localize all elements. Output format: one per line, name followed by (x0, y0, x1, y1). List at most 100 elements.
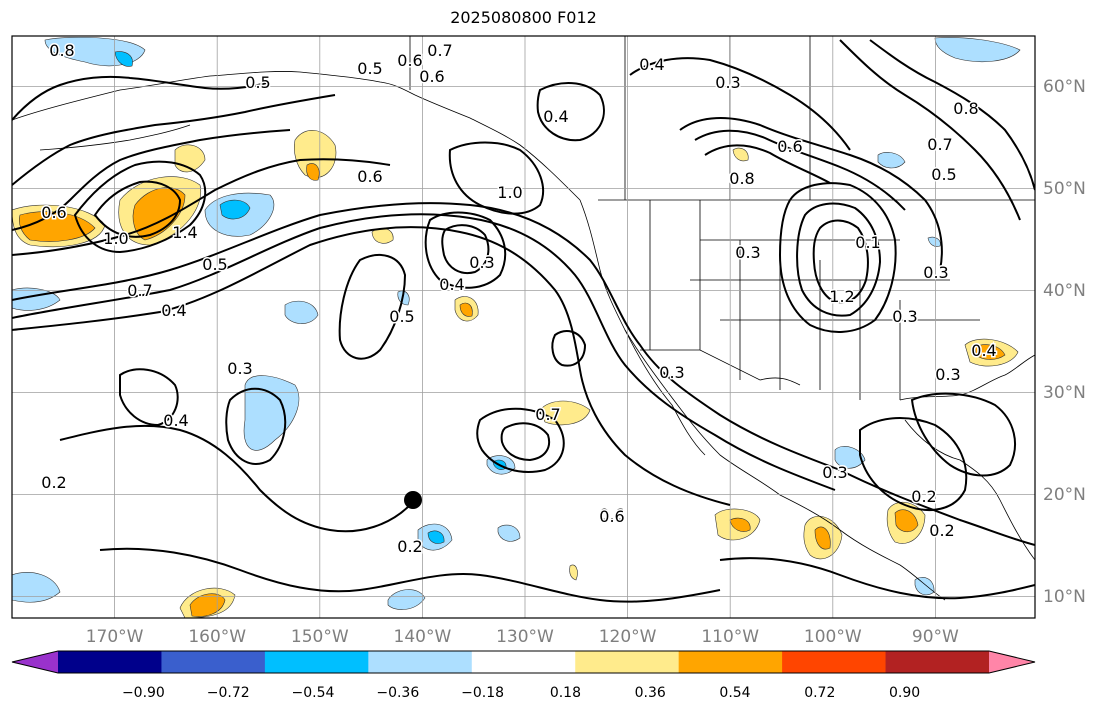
contour-line (424, 211, 507, 289)
colorbar-segment (368, 651, 473, 673)
contour-label: 0.2 (929, 521, 954, 540)
map-title: 2025080800 F012 (450, 8, 597, 27)
shade-positive (569, 564, 578, 581)
contour-line (704, 144, 831, 184)
shade-negative (243, 375, 300, 451)
lat-label: 30°N (1043, 383, 1086, 403)
lon-label: 100°W (804, 627, 862, 647)
contour-line (12, 129, 291, 231)
contour-label: 1.4 (172, 223, 197, 242)
contour-line (694, 129, 906, 211)
contour-label: 0.4 (971, 341, 996, 360)
contour-label: 0.7 (427, 41, 452, 60)
contour-label: 0.1 (855, 233, 880, 252)
contour-line (441, 224, 490, 274)
map-frame (11, 35, 1036, 619)
lat-label: 20°N (1043, 485, 1086, 505)
contour-line (500, 422, 550, 462)
contour-line (536, 82, 605, 142)
contour-label: 0.7 (127, 281, 152, 300)
contour-line (225, 387, 287, 465)
coastline-west-us (579, 199, 946, 601)
contour-line (12, 75, 271, 121)
colorbar-extend-low (12, 651, 58, 673)
colorbar-segment (575, 651, 680, 673)
border-us-mexico (640, 349, 801, 386)
latitude-axis: 60°N 50°N 40°N 30°N 20°N 10°N (1043, 77, 1086, 607)
shade-negative (497, 524, 521, 542)
contour-label: 0.2 (41, 473, 66, 492)
colorbar-tick-label: 0.72 (804, 685, 835, 701)
shade-negative (877, 152, 906, 169)
contour-label: 0.3 (935, 365, 960, 384)
contour-label: 0.3 (735, 243, 760, 262)
colorbar-tick-label: 0.54 (719, 685, 750, 701)
contour-label: 0.6 (357, 167, 382, 186)
colorbar-segment (161, 651, 266, 673)
shade-negative (219, 199, 251, 220)
contour-label: 0.3 (227, 359, 252, 378)
colorbar-tick-label: −0.36 (376, 685, 419, 701)
contour-lines (12, 39, 1035, 603)
colorbar-tick-label: 0.36 (635, 685, 666, 701)
lat-label: 10°N (1043, 587, 1086, 607)
colorbar-tick-label: −0.90 (122, 685, 165, 701)
colorbar-segment (678, 651, 783, 673)
contour-label: 0.5 (931, 165, 956, 184)
contour-line (910, 392, 1016, 477)
colorbar-segment (264, 651, 369, 673)
shade-positive (974, 344, 1006, 360)
colorbar-segment (471, 651, 576, 673)
contour-line (551, 330, 587, 367)
contour-line (119, 368, 179, 427)
colorbar-segment (782, 651, 887, 673)
shade-positive (294, 130, 337, 178)
contour-line (59, 424, 411, 533)
contour-line (12, 94, 336, 186)
lon-label: 140°W (394, 627, 452, 647)
coastline-alaska (12, 71, 581, 201)
contour-label: 0.7 (535, 405, 560, 424)
low-center-marker (404, 491, 422, 509)
contour-line (839, 39, 1021, 221)
shade-negative (934, 37, 1021, 63)
contour-line (869, 39, 1035, 191)
shade-negative (927, 236, 941, 247)
contour-label: 0.3 (822, 463, 847, 482)
contour-label: 0.6 (397, 51, 422, 70)
shade-positive (732, 147, 749, 162)
contour-label: 0.6 (777, 137, 802, 156)
lon-label: 90°W (912, 627, 959, 647)
contour-label: 0.5 (389, 307, 414, 326)
lon-label: 150°W (291, 627, 349, 647)
colorbar-segment (58, 651, 162, 673)
contour-line (476, 407, 565, 473)
contour-label: 0.7 (927, 135, 952, 154)
contour-line (93, 180, 182, 238)
contour-label: 0.3 (469, 253, 494, 272)
lon-label: 170°W (86, 627, 144, 647)
contour-label: 0.3 (659, 363, 684, 382)
contour-label: 0.5 (202, 255, 227, 274)
contour-line (796, 202, 882, 317)
contour-label: 0.4 (639, 55, 664, 74)
lat-label: 50°N (1043, 179, 1086, 199)
contour-label: 0.5 (245, 73, 270, 92)
contour-label: 0.4 (439, 275, 464, 294)
shade-positive (814, 526, 831, 550)
colorbar (11, 650, 1036, 674)
lon-label: 120°W (599, 627, 657, 647)
longitude-axis: 170°W 160°W 150°W 140°W 130°W 120°W 110°… (86, 627, 959, 647)
contour-line (719, 557, 1035, 600)
contour-line (12, 226, 731, 506)
shade-negative (284, 300, 319, 324)
contour-line (448, 141, 545, 215)
shade-negative (834, 446, 866, 469)
contour-label: 0.2 (397, 537, 422, 556)
shade-positive (306, 163, 320, 181)
contour-line (73, 160, 207, 254)
colorbar-ticks: −0.90 −0.72 −0.54 −0.36 −0.18 0.18 0.36 … (122, 685, 920, 701)
lat-label: 40°N (1043, 281, 1086, 301)
contour-label: 1.2 (829, 287, 854, 306)
